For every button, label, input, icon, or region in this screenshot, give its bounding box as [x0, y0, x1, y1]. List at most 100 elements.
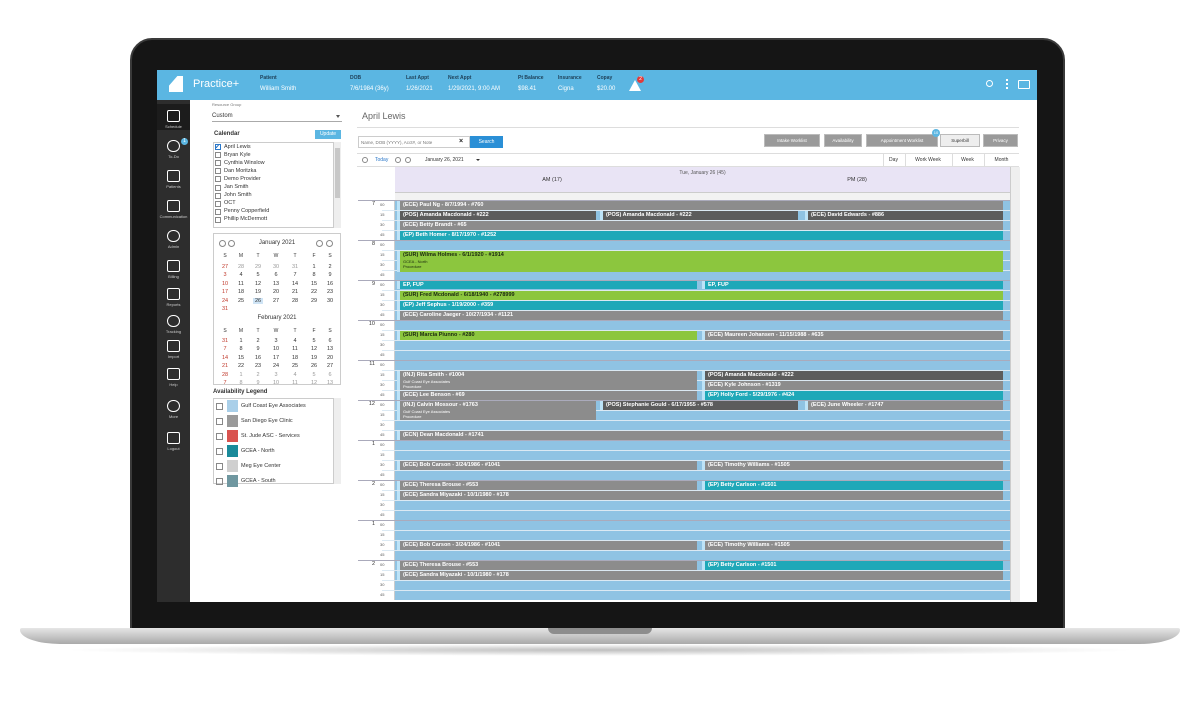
- day[interactable]: 8: [312, 272, 316, 279]
- calendar-name[interactable]: John Smith: [224, 192, 252, 199]
- appointment[interactable]: (ECE) Caroline Jaeger - 10/27/1934 - #11…: [397, 311, 1003, 320]
- checkbox[interactable]: [216, 433, 223, 440]
- sidebar-label[interactable]: To-Do: [168, 154, 179, 159]
- day[interactable]: 20: [326, 354, 334, 361]
- sidebar-label[interactable]: Import: [167, 354, 180, 359]
- appointment[interactable]: (INJ) Rita Smith - #1004 Gulf Coast Eye A…: [397, 371, 697, 390]
- appointment[interactable]: (ECE) Bob Carson - 3/24/1986 - #1041: [397, 461, 697, 470]
- calendar-name[interactable]: OCT: [224, 200, 236, 207]
- appointment-text[interactable]: (ECE) Bob Carson - 3/24/1986 - #1041: [403, 462, 501, 468]
- checkbox[interactable]: [215, 168, 221, 175]
- appointment-text[interactable]: (ECE) Timothy Williams - #1505: [708, 462, 790, 468]
- toolbar-button[interactable]: Superbill: [940, 134, 980, 147]
- day[interactable]: 15: [310, 280, 318, 287]
- appointment-text[interactable]: (EP) Jeff Sephus - 1/19/2000 - #359: [403, 302, 494, 308]
- checkbox[interactable]: [215, 200, 221, 207]
- calendar-name[interactable]: Demo Provider: [224, 175, 261, 182]
- today-button[interactable]: Today: [375, 157, 389, 163]
- sidebar-label[interactable]: Reports: [166, 302, 181, 307]
- appointment-text[interactable]: (ECE) Caroline Jaeger - 10/27/1934 - #11…: [403, 312, 514, 318]
- calendar-name[interactable]: Phillip McDermott: [224, 216, 268, 223]
- menu-icon[interactable]: [1006, 79, 1008, 89]
- checkbox[interactable]: [215, 152, 221, 159]
- sidebar-icon[interactable]: [167, 230, 180, 242]
- appointment-text[interactable]: (ECE) Bob Carson - 3/24/1986 - #1041: [403, 542, 501, 548]
- day[interactable]: 13: [272, 280, 280, 287]
- day[interactable]: 23: [326, 289, 334, 296]
- update-button[interactable]: Update: [315, 130, 341, 139]
- day[interactable]: 16: [254, 354, 262, 361]
- day[interactable]: 3: [223, 272, 227, 279]
- day[interactable]: 31: [291, 264, 299, 270]
- checkbox[interactable]: [216, 403, 223, 410]
- toolbar-button[interactable]: Privacy: [983, 134, 1018, 147]
- day[interactable]: 4: [293, 371, 297, 378]
- calendar-name[interactable]: Bryan Kyle: [224, 151, 251, 158]
- day[interactable]: 2: [256, 371, 260, 378]
- appointment-text[interactable]: (ECE) Kyle Johnson - #1319: [708, 382, 781, 388]
- day[interactable]: 10: [221, 280, 229, 287]
- day[interactable]: 1: [239, 338, 243, 344]
- day[interactable]: 2: [328, 264, 332, 270]
- appointment-text[interactable]: (POS) Stephanie Gould - 6/17/1955 - #578: [606, 402, 713, 408]
- day[interactable]: 14: [221, 354, 229, 361]
- day[interactable]: 15: [237, 354, 245, 361]
- appointment[interactable]: (ECE) Maureen Johansen - 11/15/1988 - #6…: [702, 331, 1003, 340]
- appointment[interactable]: (ECE) June Wheeler - #1747: [805, 401, 1003, 410]
- appointment[interactable]: (EP) Betty Carlson - #1501: [702, 561, 1003, 570]
- calendar-name[interactable]: Cynthia Winslow: [224, 159, 265, 166]
- appointment-text[interactable]: (ECN) Dean Macdonald - #1741: [403, 432, 484, 438]
- day[interactable]: 18: [291, 354, 299, 361]
- day[interactable]: 28: [237, 264, 245, 270]
- day[interactable]: 23: [254, 363, 262, 370]
- day[interactable]: 27: [326, 363, 334, 370]
- appointment-text[interactable]: (ECE) Theresa Brouse - #553: [403, 562, 479, 568]
- appointment-text[interactable]: (POS) Amanda Macdonald - #222: [708, 372, 794, 378]
- appointment[interactable]: (SUR) Wilma Holmes - 6/1/1920 - #1914 GCE…: [397, 251, 1003, 272]
- appointment[interactable]: EP, FUP: [397, 281, 697, 289]
- day[interactable]: 5: [312, 371, 316, 378]
- appointment-text[interactable]: (ECE) Timothy Williams - #1505: [708, 542, 790, 548]
- appointment-text[interactable]: (ECE) Maureen Johansen - 11/15/1988 - #6…: [708, 332, 824, 338]
- day[interactable]: 27: [272, 297, 280, 304]
- appointment[interactable]: (INJ) Calvin Mossour - #1763 Gulf Coast E…: [397, 401, 596, 420]
- calendar-name[interactable]: Penny Copperfield: [224, 208, 270, 215]
- appointment[interactable]: (SUR) Fred Mcdonald - 6/18/1940 - #27899…: [397, 291, 1003, 300]
- day[interactable]: 21: [221, 363, 229, 370]
- appointment-text[interactable]: (ECE) Sandra Miyazaki - 10/1/1980 - #178: [403, 492, 509, 498]
- appointment[interactable]: (ECE) David Edwards - #886: [805, 211, 1003, 220]
- appointment-text[interactable]: EP, FUP: [708, 282, 729, 288]
- sidebar-icon[interactable]: [167, 432, 180, 444]
- checkbox[interactable]: [215, 160, 221, 167]
- day[interactable]: 19: [310, 354, 318, 361]
- checkbox[interactable]: [216, 478, 223, 485]
- checkbox[interactable]: [215, 176, 221, 183]
- day[interactable]: 25: [237, 297, 245, 304]
- appointment-text[interactable]: (SUR) Marcia Piunno - #280: [403, 332, 475, 338]
- search-input[interactable]: Name, DOB (YYYY), Acct#, or Note: [358, 136, 470, 148]
- sidebar-icon[interactable]: [167, 140, 180, 152]
- month-nav[interactable]: [326, 240, 333, 247]
- appointment-text[interactable]: (EP) Beth Homer - 8/17/1970 - #1252: [403, 232, 497, 238]
- appointment[interactable]: (POS) Amanda Macdonald - #222: [397, 211, 596, 220]
- day[interactable]: 29: [254, 264, 262, 270]
- day[interactable]: 14: [291, 280, 299, 287]
- view-button[interactable]: Work Week: [905, 154, 950, 166]
- day[interactable]: 13: [326, 346, 334, 353]
- view-button[interactable]: Month: [984, 154, 1018, 166]
- sidebar-icon[interactable]: [167, 315, 180, 327]
- day[interactable]: 9: [328, 272, 332, 279]
- appointment[interactable]: (EP) Betty Carlson - #1501: [702, 481, 1003, 490]
- day[interactable]: 28: [221, 371, 229, 378]
- appointment-text[interactable]: (POS) Amanda Macdonald - #222: [403, 212, 489, 218]
- checkbox[interactable]: [215, 216, 221, 223]
- appointment[interactable]: (ECE) Theresa Brouse - #553: [397, 561, 697, 570]
- day-nav[interactable]: [395, 157, 401, 163]
- month-nav[interactable]: [316, 240, 323, 247]
- appointment-text[interactable]: (ECE) Paul Ng - 8/7/1994 - #760: [403, 202, 484, 208]
- calendar-name[interactable]: Dan Moritzka: [224, 167, 257, 174]
- date-picker[interactable]: January 26, 2021: [425, 157, 464, 163]
- sidebar-icon[interactable]: [167, 368, 180, 380]
- day[interactable]: 7: [223, 380, 227, 386]
- day[interactable]: 28: [291, 297, 299, 304]
